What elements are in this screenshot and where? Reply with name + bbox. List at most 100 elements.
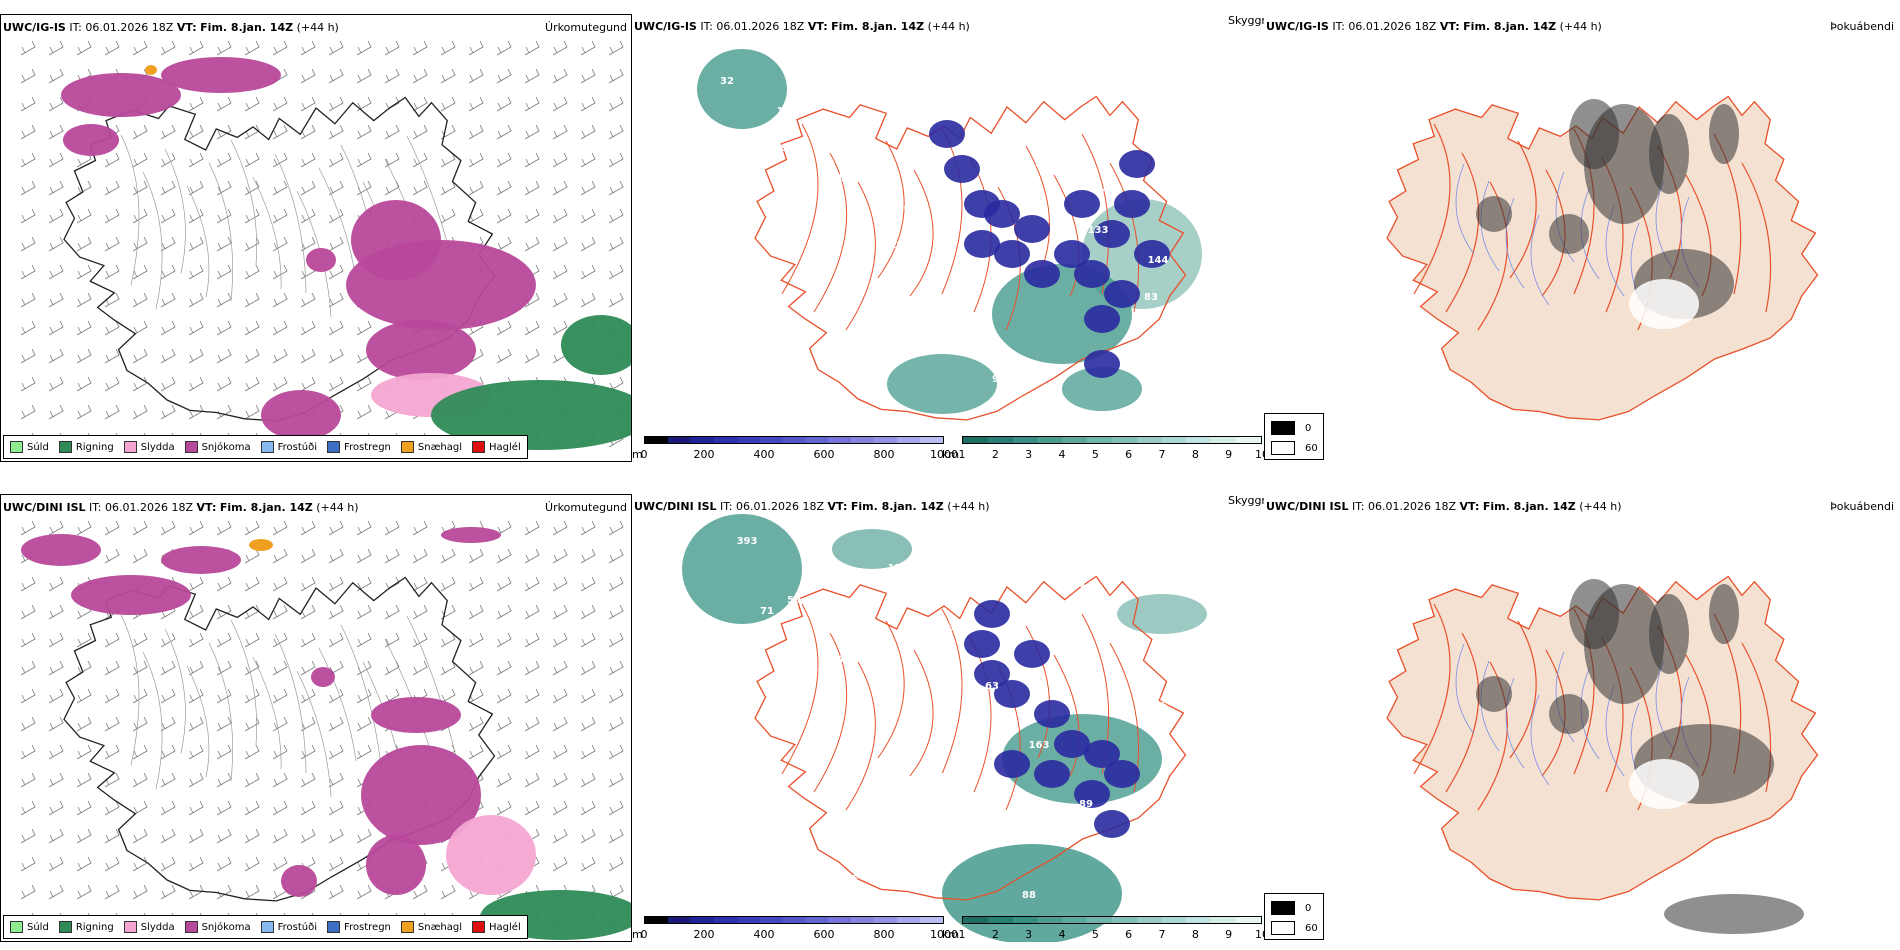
- low-cloud-area: [1084, 350, 1120, 378]
- snow-area: [366, 320, 476, 380]
- iceland-map: [754, 575, 1187, 901]
- legend-swatch: [123, 921, 137, 933]
- cloud-base-label: 56: [773, 143, 787, 154]
- cloud-base-label: 58: [975, 831, 989, 842]
- fog-indicator-area: [1549, 694, 1589, 734]
- colorbar-segment: [1111, 917, 1137, 923]
- cloud-map-dini: 3935914656734588810125926594978515415363…: [682, 514, 1207, 942]
- low-cloud-area: [1119, 150, 1155, 178]
- cloud-base-label: 406: [936, 307, 957, 318]
- low-cloud-area: [929, 120, 965, 148]
- cloud-base-label: 97: [797, 815, 811, 826]
- cloud-base-label: 91: [985, 91, 999, 102]
- fog-map-ig: [1386, 95, 1819, 421]
- colorbar-tick: 8: [1191, 928, 1199, 941]
- rain-area: [561, 315, 631, 375]
- cloud-base-label: 146: [831, 654, 852, 665]
- legend-swatch: [400, 441, 414, 453]
- sleet-area: [446, 815, 536, 895]
- legend-swatch: [400, 921, 414, 933]
- colorbar-segment: [1111, 437, 1137, 443]
- precip-legend: Súld Rigning Slydda Snjókoma Frostúði Frostre…: [3, 435, 528, 459]
- cloud-base-label: 32: [720, 76, 734, 87]
- colorbar-tick: 800: [873, 928, 895, 941]
- cloud-base-label: 59: [787, 595, 801, 606]
- low-cloud-area: [974, 600, 1010, 628]
- iceland-map: [1386, 95, 1819, 421]
- low-cloud-area: [1054, 240, 1090, 268]
- low-cloud-area: [1084, 740, 1120, 768]
- cloud-base-label: 126: [890, 203, 911, 214]
- cloud-base-label: 11: [734, 322, 748, 333]
- cloud-base-label: 147: [1035, 158, 1056, 169]
- colorbar-segment: [1136, 437, 1162, 443]
- fog-map-dini: [1386, 575, 1819, 934]
- cloud-base-label: 71: [760, 606, 774, 617]
- cloud-base-label: 154: [888, 563, 909, 574]
- legend-item: Snæhagl: [400, 921, 463, 933]
- legend-label: Frostregn: [344, 441, 391, 453]
- cloud-base-label: 95: [992, 374, 1006, 385]
- cloud-base-label: 213: [830, 173, 851, 184]
- colorbar-segment: [713, 437, 737, 443]
- colorbar-segment: [828, 437, 852, 443]
- colorbar-tick: 600: [813, 448, 835, 461]
- panel-header: UWC/DINI ISL IT: 06.01.2026 18Z VT: Fim.…: [3, 501, 359, 514]
- panel-title: Þokuábendi: [1830, 20, 1894, 33]
- low-cloud-area: [1014, 640, 1050, 668]
- colorbar-segment: [1037, 917, 1063, 923]
- cloud-base-label: 56: [881, 713, 895, 724]
- legend-label: Snæhagl: [417, 921, 463, 933]
- colorbar-segment: [1161, 437, 1187, 443]
- precip-map-ig: [20, 40, 631, 450]
- legend-label: Frostregn: [344, 921, 391, 933]
- low-cloud-area: [1054, 730, 1090, 758]
- snow-area: [441, 527, 501, 543]
- cloud-base-label: 83: [854, 724, 868, 735]
- colorbar-segment: [736, 917, 760, 923]
- legend-swatch: [58, 921, 72, 933]
- colorbar-segment: [897, 437, 921, 443]
- legend-swatch: [327, 441, 340, 453]
- colorbar-segment: [851, 437, 875, 443]
- colorbar-tick: 200: [693, 448, 715, 461]
- colorbar-segment: [805, 437, 829, 443]
- colorbar-segment: [645, 437, 668, 443]
- low-cloud-area: [984, 200, 1020, 228]
- low-cloud-area: [974, 660, 1010, 688]
- panel-header: UWC/IG-IS IT: 06.01.2026 18Z VT: Fim. 8.…: [1266, 20, 1602, 33]
- snow-area: [351, 200, 441, 280]
- fog-panel-ig: UWC/IG-IS IT: 06.01.2026 18Z VT: Fim. 8.…: [1264, 14, 1900, 462]
- panel-title: Úrkomutegund: [545, 501, 627, 514]
- low-cloud-area: [1094, 220, 1130, 248]
- snow-area: [61, 73, 181, 117]
- iceland-coastline: [1386, 95, 1819, 421]
- legend-swatch: [184, 921, 198, 933]
- cloud-base-label: 144: [1148, 255, 1169, 266]
- colorbar-tick: 3: [1025, 928, 1033, 941]
- low-cloud-area: [1074, 780, 1110, 808]
- legend-label: Frostúði: [277, 921, 317, 933]
- colorbar-tick: 3: [1025, 448, 1033, 461]
- colorbar-segment: [1087, 437, 1112, 443]
- snow-area: [71, 575, 191, 615]
- cloud-base-labels: 393 59 146 56 734 58 88 101 259 265 94 97 85 154 153 63…: [737, 536, 1191, 901]
- legend-item: Súld: [10, 921, 49, 933]
- colorbar-segment: [1062, 437, 1088, 443]
- fog-indicator-area: [1709, 584, 1739, 644]
- colorbar-segment: [897, 917, 921, 923]
- colorbar-segment: [736, 437, 760, 443]
- colorbar-tick: 2: [991, 928, 999, 941]
- ceiling-colorbar: m 0 200 400 600 800 1000: [632, 436, 958, 464]
- snow-area: [366, 835, 426, 895]
- legend-label: Snæhagl: [417, 441, 463, 453]
- snow-area: [281, 865, 317, 897]
- colorbar-tick: 6: [1125, 448, 1133, 461]
- colorbar-segment: [1236, 437, 1261, 443]
- cloud-base-label: 153: [935, 622, 956, 633]
- cloud-base-label: 129: [883, 240, 904, 251]
- colorbar-segment: [759, 437, 783, 443]
- colorbar-segment: [1012, 437, 1038, 443]
- legend-item: Frostúði: [260, 921, 317, 933]
- colorbar-segment: [645, 917, 668, 923]
